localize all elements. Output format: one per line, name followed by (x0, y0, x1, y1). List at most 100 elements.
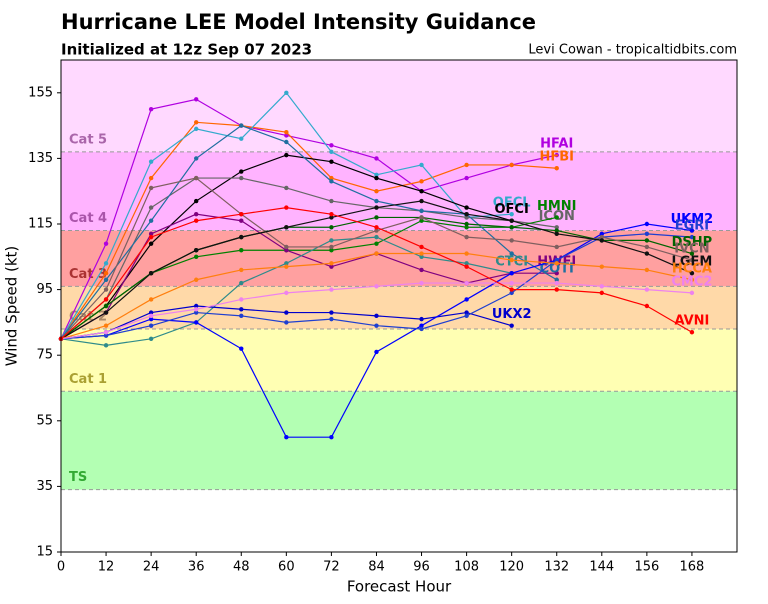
data-point (329, 316, 334, 322)
data-point (374, 284, 379, 289)
data-point (239, 248, 244, 253)
data-point (419, 189, 424, 194)
data-point (284, 139, 289, 145)
data-point (194, 97, 199, 102)
data-point (464, 234, 469, 240)
data-point (329, 179, 334, 184)
data-point (599, 231, 604, 237)
data-point (103, 297, 109, 302)
data-point (284, 205, 289, 210)
y-tick-label: 35 (36, 479, 53, 494)
data-point (464, 310, 469, 315)
series-label: IVCN (674, 242, 709, 257)
data-point (103, 310, 109, 315)
data-point (284, 290, 289, 296)
data-point (374, 313, 379, 319)
data-point (374, 156, 379, 161)
data-point (239, 313, 244, 319)
data-point (554, 152, 559, 158)
data-point (419, 323, 424, 328)
chart-title: Hurricane LEE Model Intensity Guidance (61, 10, 536, 34)
data-point (284, 248, 289, 253)
data-point (419, 215, 424, 220)
x-tick-label: 156 (634, 560, 659, 575)
data-point (194, 120, 199, 125)
data-point (329, 225, 334, 230)
data-point (148, 175, 154, 181)
data-point (689, 257, 695, 263)
data-point (509, 211, 514, 217)
data-point (103, 271, 109, 276)
data-point (239, 280, 244, 286)
data-point (464, 221, 469, 227)
data-point (554, 261, 559, 266)
data-point (329, 159, 334, 164)
series-label: CMC2 (671, 274, 712, 289)
data-point (554, 166, 559, 171)
data-point (239, 307, 244, 312)
series-label: HFBI (539, 150, 574, 165)
data-point (509, 287, 514, 292)
y-tick-label: 15 (36, 545, 53, 560)
plot-frame (60, 59, 738, 553)
data-point (509, 238, 514, 243)
data-point (644, 221, 650, 227)
data-point (239, 218, 244, 223)
data-point (644, 238, 650, 243)
data-point (464, 211, 469, 217)
data-point (374, 349, 379, 355)
data-point (419, 267, 424, 273)
data-point (419, 198, 424, 204)
data-point (509, 257, 514, 263)
data-point (509, 225, 514, 230)
x-tick-label: 168 (680, 560, 705, 575)
series-line (60, 121, 557, 340)
data-point (599, 284, 604, 289)
data-point (284, 261, 289, 266)
series-label: HMNI (537, 199, 577, 214)
data-point (148, 205, 154, 210)
y-tick-label: 135 (28, 151, 53, 166)
data-point (329, 244, 334, 250)
data-point (103, 287, 109, 292)
data-point (194, 218, 199, 223)
data-point (419, 218, 424, 223)
data-point (194, 307, 199, 312)
data-point (509, 323, 514, 328)
data-point (194, 310, 199, 315)
series-line (60, 177, 557, 340)
data-point (194, 156, 199, 161)
data-point (689, 271, 695, 276)
data-point (599, 290, 604, 296)
data-point (103, 277, 109, 282)
data-point (239, 346, 244, 351)
data-point (194, 277, 199, 282)
data-point (148, 316, 154, 322)
x-tick-label: 12 (98, 560, 115, 575)
data-point (374, 241, 379, 246)
data-point (329, 287, 334, 292)
data-point (374, 205, 379, 210)
data-point (194, 303, 199, 309)
data-point (554, 225, 559, 230)
data-point (284, 320, 289, 325)
series-label: LGEM (672, 255, 713, 270)
data-point (419, 162, 424, 168)
category-label: Cat 1 (69, 372, 107, 387)
data-point (554, 228, 559, 233)
data-point (689, 290, 695, 296)
data-point (464, 261, 469, 266)
data-point (239, 297, 244, 302)
data-point (148, 313, 154, 319)
category-band (61, 60, 737, 152)
chart-subtitle: Initialized at 12z Sep 07 2023 (61, 41, 312, 59)
data-point (419, 244, 424, 250)
data-point (329, 198, 334, 204)
data-point (329, 248, 334, 253)
series-line (60, 124, 558, 340)
series-label: OFCL (493, 196, 531, 211)
data-point (599, 264, 604, 269)
data-point (284, 310, 289, 315)
data-point (284, 133, 289, 138)
